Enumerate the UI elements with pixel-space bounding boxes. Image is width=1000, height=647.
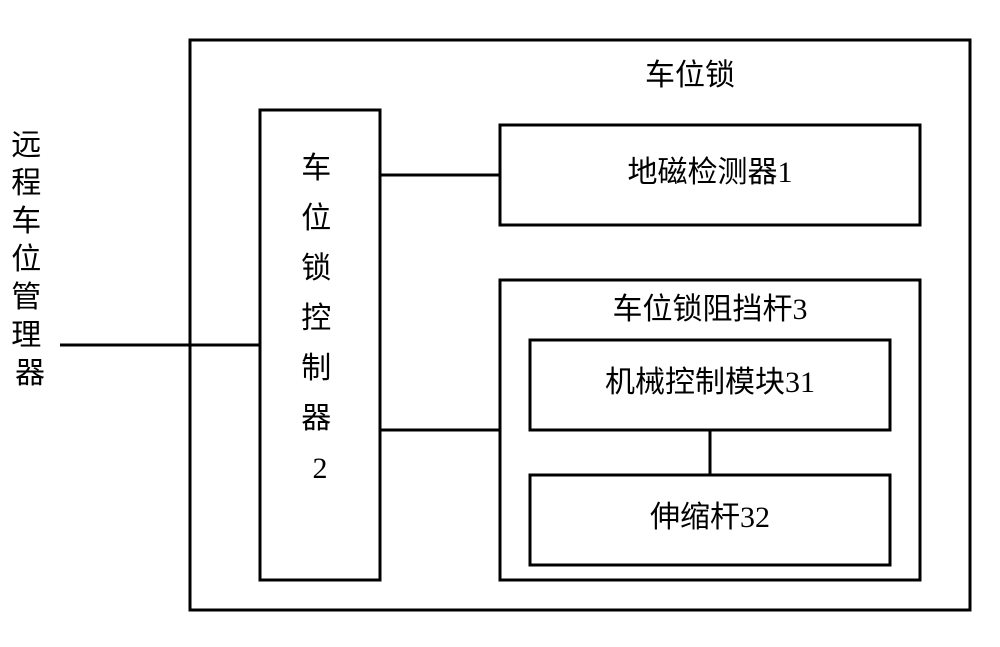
barrier-group-title: 车位锁阻挡杆3 xyxy=(613,293,808,326)
mech-module-label: 机械控制模块31 xyxy=(605,366,815,399)
telescopic-label: 伸缩杆32 xyxy=(650,501,770,534)
controller-label: 车 位 锁 控 制 器 2 xyxy=(301,152,339,485)
parking-lock-title: 车位锁 xyxy=(645,59,735,92)
remote-manager-text: 远 程 车 位 管 理 器 xyxy=(11,129,49,390)
detector-label: 地磁检测器1 xyxy=(628,156,793,189)
remote-manager-label: 远 程 车 位 管 理 器 xyxy=(11,129,49,390)
